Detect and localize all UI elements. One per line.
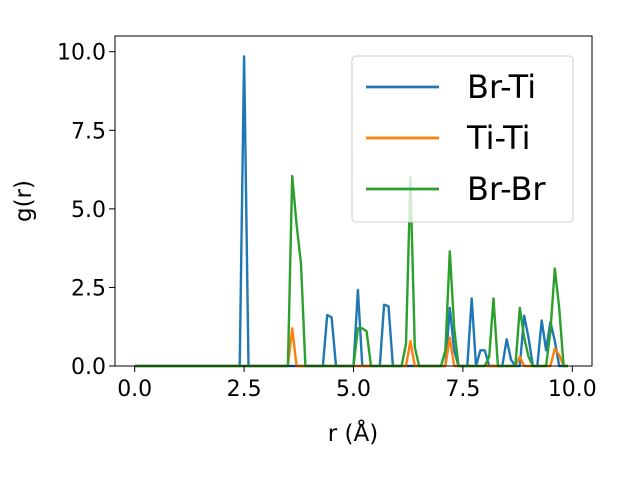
x-tick-label: 7.5 (445, 377, 480, 402)
legend-label: Ti-Ti (466, 119, 531, 157)
legend-label: Br-Br (467, 170, 546, 208)
y-tick-label: 0.0 (71, 355, 106, 380)
x-tick-label: 0.0 (117, 377, 152, 402)
y-axis-ticks: 0.0 2.5 5.0 7.5 10.0 (57, 41, 115, 380)
x-tick-label: 5.0 (336, 377, 371, 402)
y-axis-label: g(r) (11, 180, 37, 222)
legend: Br-Ti Ti-Ti Br-Br (351, 55, 574, 223)
x-tick-label: 10.0 (548, 377, 597, 402)
x-tick-label: 2.5 (227, 377, 262, 402)
x-axis-ticks: 0.0 2.5 5.0 7.5 10.0 (117, 366, 597, 402)
legend-label: Br-Ti (467, 68, 536, 106)
x-axis-label: r (Å) (328, 419, 378, 447)
legend-box (351, 55, 574, 223)
y-tick-label: 5.0 (71, 198, 106, 223)
y-tick-label: 7.5 (71, 119, 106, 144)
legend-items: Br-Ti Ti-Ti Br-Br (366, 68, 546, 208)
y-tick-label: 2.5 (71, 276, 106, 301)
y-tick-label: 10.0 (57, 41, 106, 66)
